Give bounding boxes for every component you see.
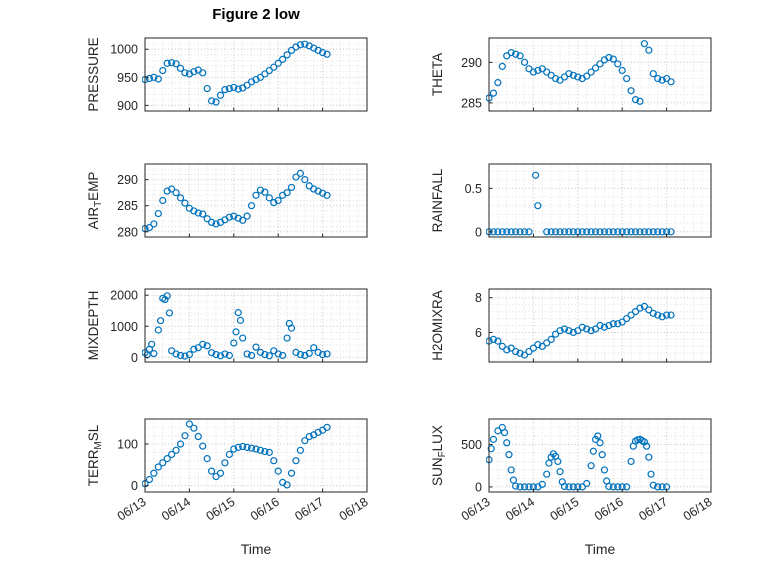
chart-theta: 285 290 THETA: [430, 37, 712, 112]
svg-text:RAINFALL: RAINFALL: [430, 168, 445, 232]
svg-text:06/17: 06/17: [292, 495, 326, 524]
svg-text:06/16: 06/16: [248, 495, 282, 524]
svg-text:AIRTEMP: AIRTEMP: [86, 172, 104, 230]
svg-text:Time: Time: [241, 541, 272, 557]
svg-text:0: 0: [475, 225, 482, 239]
subplot-h2omixra: 6 8 H2OMIXRA: [427, 285, 719, 377]
svg-text:100: 100: [117, 438, 138, 452]
svg-text:6: 6: [475, 326, 482, 340]
subplot-pressure: 900 950 1000 PRESSURE: [83, 34, 375, 126]
svg-text:1000: 1000: [110, 320, 138, 334]
svg-text:290: 290: [461, 56, 482, 70]
chart-air-temp: 280 285 290 AIRTEMP: [86, 163, 368, 239]
svg-text:290: 290: [117, 173, 138, 187]
svg-text:06/18: 06/18: [681, 495, 715, 524]
svg-text:06/13: 06/13: [115, 495, 149, 524]
svg-text:900: 900: [117, 99, 138, 113]
subplot-terr-msl: 0 100 06/13 06/14 06/15 06/16 06/17 06/18 Time TE…: [83, 415, 375, 572]
svg-text:8: 8: [475, 291, 482, 305]
svg-text:285: 285: [117, 199, 138, 213]
subplot-sun-flux: 0 500 06/13 06/14 06/15 06/16 06/17 06/18 Time SU…: [427, 415, 719, 572]
svg-text:1000: 1000: [110, 43, 138, 57]
svg-text:PRESSURE: PRESSURE: [86, 37, 101, 111]
svg-text:0.5: 0.5: [465, 182, 482, 196]
chart-mixdepth: 0 1000 2000 MIXDEPTH: [86, 288, 368, 365]
svg-text:THETA: THETA: [430, 53, 445, 96]
svg-text:500: 500: [461, 438, 482, 452]
svg-text:06/14: 06/14: [503, 495, 537, 524]
svg-text:0: 0: [475, 480, 482, 494]
svg-text:06/16: 06/16: [592, 495, 626, 524]
svg-text:06/15: 06/15: [548, 495, 582, 524]
chart-h2omixra: 6 8 H2OMIXRA: [430, 288, 712, 363]
subplot-mixdepth: 0 1000 2000 MIXDEPTH: [83, 285, 375, 377]
chart-terr-msl: 0 100 06/13 06/14 06/15 06/16 06/17 06/18 Time TE…: [86, 418, 371, 557]
svg-text:950: 950: [117, 71, 138, 85]
chart-sun-flux: 0 500 06/13 06/14 06/15 06/16 06/17 06/18 Time SU…: [430, 418, 715, 557]
svg-text:2000: 2000: [110, 289, 138, 303]
svg-text:06/14: 06/14: [159, 495, 193, 524]
svg-text:SUNFLUX: SUNFLUX: [430, 425, 448, 486]
svg-text:06/17: 06/17: [636, 495, 670, 524]
figure-title: Figure 2 low: [212, 6, 300, 23]
svg-text:MIXDEPTH: MIXDEPTH: [86, 291, 101, 361]
svg-text:06/15: 06/15: [204, 495, 238, 524]
svg-text:06/18: 06/18: [337, 495, 371, 524]
svg-text:06/13: 06/13: [459, 495, 493, 524]
svg-text:0: 0: [131, 351, 138, 365]
svg-text:TERRMSL: TERRMSL: [86, 424, 104, 486]
subplot-theta: 285 290 THETA: [427, 34, 719, 126]
svg-text:285: 285: [461, 96, 482, 110]
chart-pressure: 900 950 1000 PRESSURE: [86, 37, 368, 113]
svg-text:280: 280: [117, 225, 138, 239]
subplot-rainfall: 0 0.5 RAINFALL: [427, 160, 719, 252]
chart-rainfall: 0 0.5 RAINFALL: [430, 163, 712, 239]
subplot-air-temp: 280 285 290 AIRTEMP: [83, 160, 375, 252]
svg-text:H2OMIXRA: H2OMIXRA: [430, 290, 445, 361]
svg-text:0: 0: [131, 479, 138, 493]
svg-text:Time: Time: [585, 541, 616, 557]
